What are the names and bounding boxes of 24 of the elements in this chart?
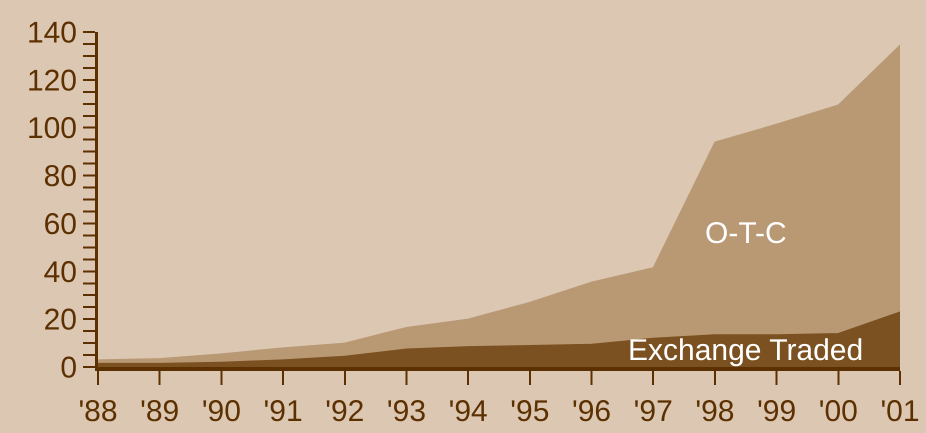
y-tick-label: 140	[26, 16, 77, 50]
x-tick-label: '90	[202, 395, 241, 428]
x-tick-label: '99	[757, 395, 796, 428]
x-tick-label: '96	[572, 395, 612, 428]
x-tick-label: '97	[634, 395, 673, 428]
x-tick-label: '89	[140, 395, 180, 428]
y-tick-label: 80	[44, 160, 77, 194]
x-tick-label: '91	[264, 395, 303, 428]
series-label: Exchange Traded	[628, 334, 864, 367]
series-label: O-T-C	[705, 217, 787, 250]
x-tick-label: '93	[386, 395, 426, 428]
y-tick-label: 100	[26, 112, 77, 146]
y-tick-label: 40	[44, 256, 77, 289]
y-tick-label: 120	[26, 64, 77, 98]
y-tick-label: 0	[60, 352, 77, 384]
x-tick-label: '92	[325, 395, 364, 428]
x-tick-label: '98	[695, 395, 734, 428]
x-tick-label: '95	[510, 395, 550, 428]
y-tick-label: 20	[44, 304, 77, 337]
y-tick-label: 60	[44, 208, 77, 241]
x-tick-label: '01	[880, 395, 920, 428]
x-tick-label: '88	[78, 395, 118, 428]
x-tick-label: '94	[448, 395, 488, 428]
x-tick-label: '00	[818, 395, 858, 428]
